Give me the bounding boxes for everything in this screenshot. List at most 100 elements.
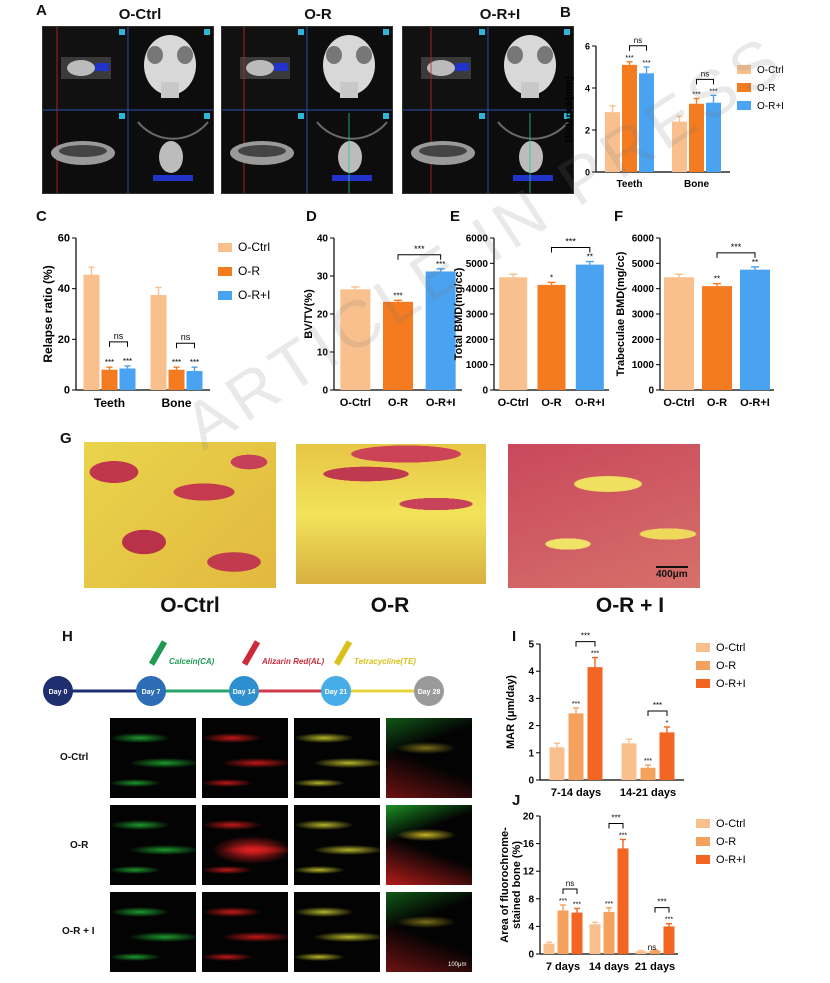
legend-swatch — [737, 101, 751, 110]
y-tick-label: 6000 — [632, 234, 655, 245]
bar-o-ctrl — [664, 277, 694, 390]
bar-o-r-i — [186, 371, 203, 390]
significance-stars: *** — [572, 701, 580, 708]
y-axis-label: Distance(mm) — [564, 76, 575, 142]
bracket-label: ns — [566, 879, 574, 888]
ct-panel-ctrl — [42, 26, 214, 194]
bar-o-r — [689, 103, 704, 172]
y-axis-label: Relapse ratio (%) — [41, 265, 55, 362]
legend-label: O-R+I — [716, 678, 746, 690]
y-axis-label: BV/TV(%) — [303, 289, 315, 339]
significance-stars: *** — [123, 357, 132, 366]
legend-swatch — [696, 819, 710, 828]
panel-label-g: G — [60, 430, 72, 447]
timeline-day-label: Day 14 — [233, 689, 256, 696]
bracket-label: *** — [414, 244, 425, 254]
timeline-day-label: Day 28 — [418, 689, 441, 696]
bar-o-r — [101, 369, 118, 390]
fluorescence-image-o-r-tetracycline — [294, 805, 380, 885]
label-dye-name: Alizarin Red(AL) — [261, 657, 325, 666]
fluorescence-scale-bar: 100μm — [448, 962, 467, 968]
bar-o-ctrl — [150, 295, 167, 390]
bracket-label: ns — [181, 332, 191, 342]
legend-label: O-Ctrl — [238, 240, 270, 254]
y-tick-label: 40 — [58, 283, 70, 295]
bar-o-ctrl — [340, 289, 371, 390]
bar-o-ctrl — [589, 924, 601, 954]
significance-stars: *** — [393, 291, 402, 300]
bar-o-r — [640, 767, 656, 780]
histo-title-ri: O-R + I — [595, 594, 665, 617]
bar-o-r — [168, 369, 185, 390]
y-tick-label: 4 — [585, 84, 590, 94]
timeline-node — [321, 676, 351, 706]
significance-stars: *** — [573, 901, 581, 908]
legend-swatch — [218, 267, 232, 276]
bar-o-r — [537, 284, 566, 390]
y-tick-label: 0 — [322, 386, 328, 397]
significance-stars: *** — [642, 60, 650, 67]
y-axis-label: MAR (μm/day) — [505, 675, 517, 749]
bar-o-r-i — [119, 368, 136, 390]
bracket-label: ns — [634, 36, 642, 45]
scale-bar: 400μm — [656, 566, 688, 580]
bar-o-ctrl — [499, 277, 528, 390]
comparison-bracket — [176, 342, 195, 349]
fluorescence-image-o-r-i-calcein — [110, 892, 196, 972]
bar-o-r-i — [617, 848, 629, 954]
bar-o-r-i — [663, 926, 675, 954]
x-tick-label: O-Ctrl — [340, 397, 371, 409]
bar-o-r — [622, 64, 637, 172]
timeline-node — [136, 676, 166, 706]
bar-o-r-i — [425, 271, 456, 390]
y-tick-label: 6000 — [466, 234, 489, 245]
chart-d: 0 10 20 30 40 BV/TV(%) O-Ctrl *** O-R *** O-R+I *** — [303, 234, 462, 409]
bar-o-r — [568, 713, 584, 780]
bar-o-ctrl — [549, 747, 565, 780]
bar-o-r-i — [587, 667, 603, 780]
y-tick-label: 0 — [64, 385, 70, 397]
x-tick-label: O-R+I — [740, 397, 770, 409]
x-tick-label: Teeth — [617, 179, 643, 190]
legend-label: O-Ctrl — [757, 65, 784, 76]
x-tick-label: O-R — [388, 397, 408, 409]
labeling-timeline: Day 0 Day 7 Day 14 Day 21 Day 28 Calcein(CA) A… — [43, 640, 444, 706]
y-tick-label: 2 — [528, 721, 534, 732]
bar-o-ctrl — [672, 121, 687, 172]
significance-stars: * — [550, 273, 553, 282]
bar-o-ctrl — [635, 951, 647, 954]
legend-label: O-R — [757, 83, 775, 94]
x-tick-label: Bone — [684, 179, 709, 190]
legend-swatch — [696, 679, 710, 688]
ct-title-r: O-R — [304, 6, 332, 23]
comparison-bracket — [109, 341, 128, 347]
significance-stars: *** — [172, 358, 181, 367]
y-tick-label: 6 — [585, 42, 590, 52]
x-tick-label: 21 days — [635, 961, 675, 973]
significance-stars: *** — [605, 901, 613, 908]
bar-o-r — [557, 910, 569, 954]
y-tick-label: 20 — [317, 310, 329, 321]
y-tick-label: 4000 — [466, 284, 489, 295]
fluorescence-image-o-ctrl-tetracycline — [294, 718, 380, 798]
y-tick-label: 2 — [585, 126, 590, 136]
bracket-label: ns — [114, 331, 124, 341]
timeline-day-label: Day 0 — [49, 689, 68, 696]
x-tick-label: Teeth — [94, 396, 125, 410]
y-axis-label: Area of fluorochrome- — [500, 827, 511, 943]
legend-label: O-R+I — [716, 854, 746, 866]
y-tick-label: 0 — [528, 950, 534, 961]
fluo-row-label-ctrl: O-Ctrl — [60, 752, 89, 763]
y-tick-label: 30 — [317, 272, 329, 283]
y-tick-label: 5 — [528, 640, 534, 651]
y-tick-label: 3 — [528, 694, 534, 705]
panel-label-f: F — [614, 208, 624, 225]
bracket-label: *** — [657, 898, 666, 907]
y-tick-label: 0 — [585, 168, 590, 178]
panel-label-d: D — [306, 208, 317, 225]
fluorescence-image-o-ctrl-alizarin — [202, 718, 288, 798]
significance-stars: *** — [190, 358, 199, 367]
label-dye-name: Calcein(CA) — [169, 657, 215, 666]
bar-o-ctrl — [621, 743, 637, 780]
chart-f: 0 1000 2000 3000 4000 5000 6000 Trabeculae BMD(… — [615, 234, 774, 409]
